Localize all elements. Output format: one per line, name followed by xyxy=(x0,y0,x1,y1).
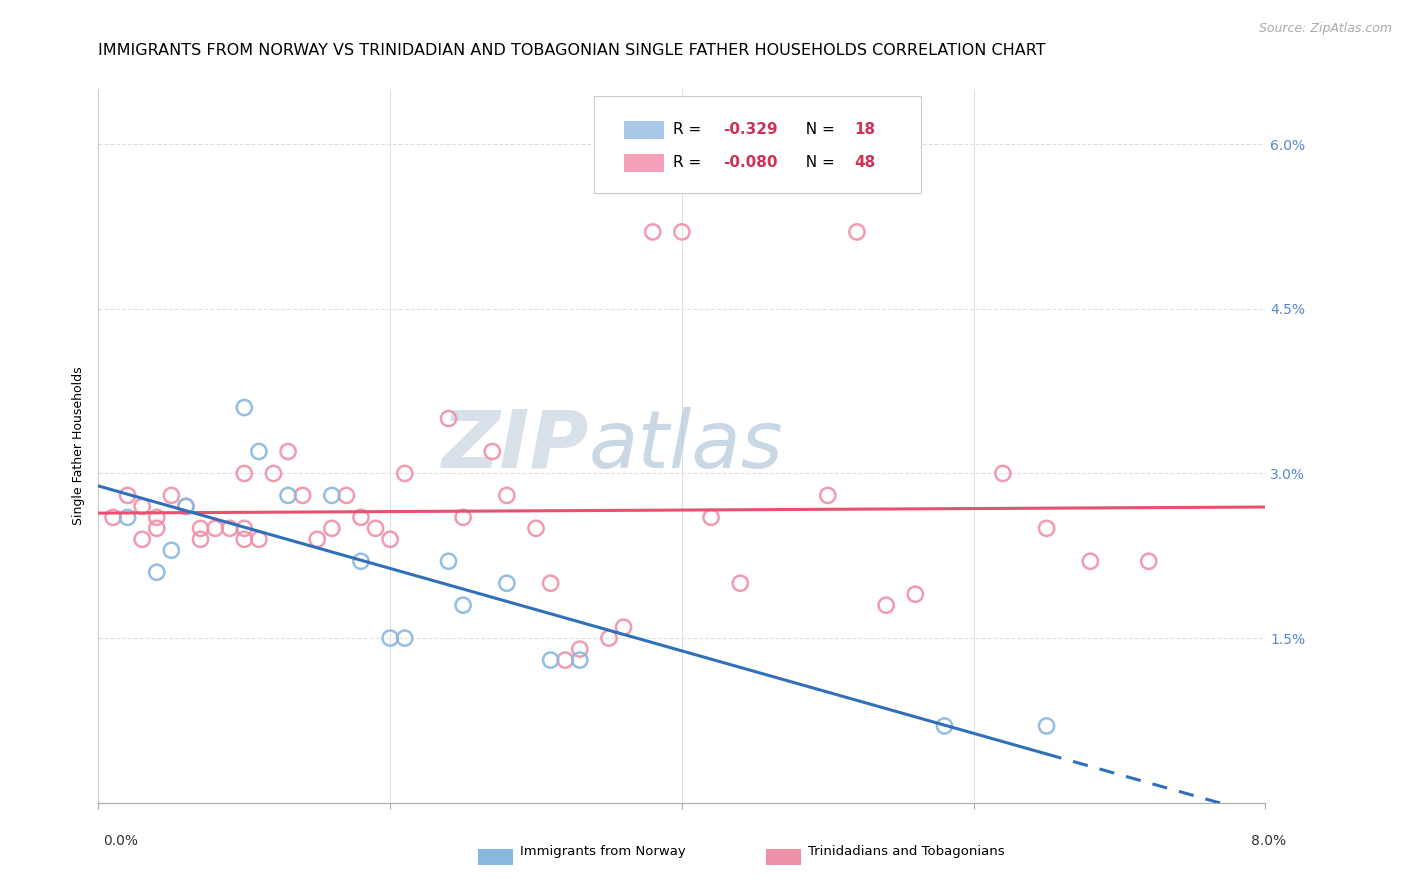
Point xyxy=(101,510,124,524)
Point xyxy=(204,521,226,535)
Point xyxy=(540,653,562,667)
Point xyxy=(451,510,474,524)
Point xyxy=(321,488,343,502)
Text: ZIP: ZIP xyxy=(441,407,589,485)
Text: Immigrants from Norway: Immigrants from Norway xyxy=(520,846,686,858)
Point xyxy=(378,533,402,547)
Point xyxy=(350,510,373,524)
Point xyxy=(174,500,197,514)
Text: Source: ZipAtlas.com: Source: ZipAtlas.com xyxy=(1258,22,1392,36)
FancyBboxPatch shape xyxy=(624,121,665,139)
Text: 18: 18 xyxy=(855,122,876,137)
Point xyxy=(1035,521,1057,535)
Point xyxy=(598,631,620,645)
Text: 8.0%: 8.0% xyxy=(1251,834,1286,848)
Point xyxy=(378,631,402,645)
Text: 48: 48 xyxy=(855,155,876,170)
Point xyxy=(991,467,1014,481)
Point xyxy=(131,500,153,514)
Point xyxy=(641,225,664,239)
Point xyxy=(117,488,139,502)
Point xyxy=(307,533,329,547)
Point xyxy=(481,444,503,458)
Point xyxy=(1035,719,1057,733)
Point xyxy=(394,631,416,645)
Point xyxy=(1137,554,1160,568)
Point xyxy=(146,510,169,524)
Point xyxy=(496,488,519,502)
Y-axis label: Single Father Households: Single Father Households xyxy=(72,367,86,525)
Point xyxy=(817,488,839,502)
Point xyxy=(846,225,869,239)
Point xyxy=(451,598,474,612)
Point xyxy=(160,543,183,558)
Point xyxy=(700,510,723,524)
Point xyxy=(247,533,270,547)
Point xyxy=(233,521,256,535)
Point xyxy=(262,467,284,481)
FancyBboxPatch shape xyxy=(624,154,665,172)
Text: IMMIGRANTS FROM NORWAY VS TRINIDADIAN AND TOBAGONIAN SINGLE FATHER HOUSEHOLDS CO: IMMIGRANTS FROM NORWAY VS TRINIDADIAN AN… xyxy=(98,43,1046,58)
Point xyxy=(131,533,153,547)
Text: N =: N = xyxy=(796,122,839,137)
Point xyxy=(146,566,169,580)
Point xyxy=(291,488,314,502)
Point xyxy=(190,521,212,535)
Point xyxy=(904,587,927,601)
Text: 0.0%: 0.0% xyxy=(103,834,138,848)
Point xyxy=(496,576,519,591)
Point xyxy=(321,521,343,535)
Point xyxy=(146,521,169,535)
Text: -0.080: -0.080 xyxy=(723,155,778,170)
Point xyxy=(568,653,591,667)
Point xyxy=(524,521,547,535)
FancyBboxPatch shape xyxy=(595,96,921,193)
Point xyxy=(875,598,897,612)
Point xyxy=(218,521,240,535)
Point xyxy=(190,533,212,547)
Point xyxy=(671,225,693,239)
Text: R =: R = xyxy=(672,155,706,170)
Point xyxy=(364,521,387,535)
Point xyxy=(233,401,256,415)
Point xyxy=(934,719,956,733)
Point xyxy=(1080,554,1102,568)
Point xyxy=(233,533,256,547)
Point xyxy=(277,444,299,458)
Point xyxy=(437,554,460,568)
Point xyxy=(160,488,183,502)
Point xyxy=(277,488,299,502)
Point xyxy=(350,554,373,568)
Point xyxy=(117,510,139,524)
Point xyxy=(174,500,197,514)
Point xyxy=(568,642,591,657)
Text: atlas: atlas xyxy=(589,407,783,485)
Text: N =: N = xyxy=(796,155,839,170)
Point xyxy=(437,411,460,425)
Point xyxy=(335,488,357,502)
Point xyxy=(554,653,576,667)
Text: -0.329: -0.329 xyxy=(723,122,778,137)
Text: Trinidadians and Tobagonians: Trinidadians and Tobagonians xyxy=(808,846,1005,858)
Point xyxy=(394,467,416,481)
Point xyxy=(540,576,562,591)
Point xyxy=(247,444,270,458)
Point xyxy=(233,467,256,481)
Text: R =: R = xyxy=(672,122,706,137)
Point xyxy=(612,620,634,634)
Point xyxy=(728,576,751,591)
